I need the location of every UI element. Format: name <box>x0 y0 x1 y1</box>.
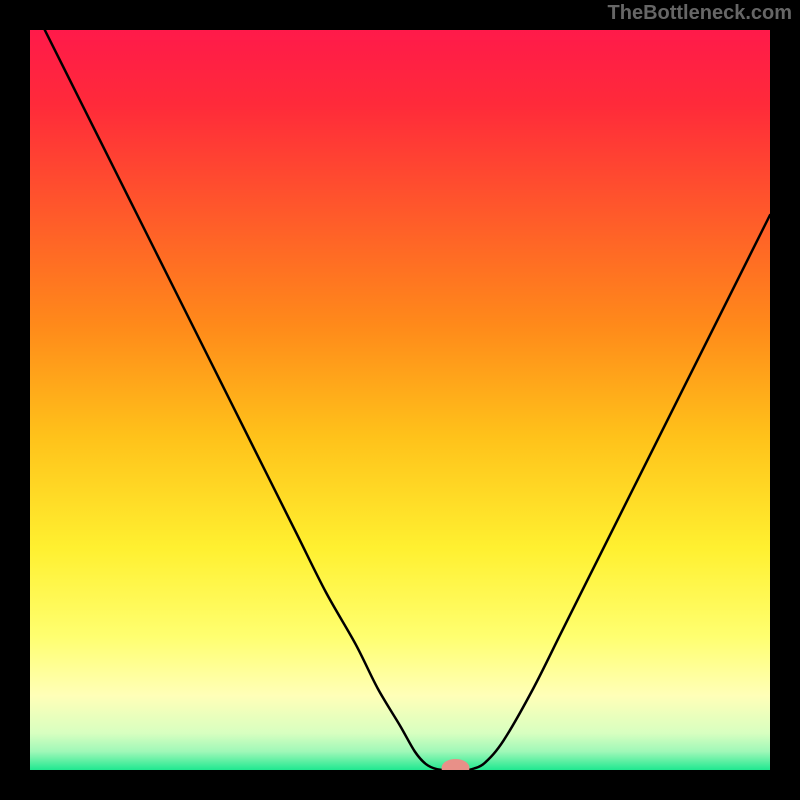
bottleneck-chart <box>0 0 800 800</box>
frame-border-bottom <box>0 770 800 800</box>
frame-border-right <box>770 0 800 800</box>
plot-background <box>30 30 770 770</box>
frame-border-left <box>0 0 30 800</box>
watermark-text: TheBottleneck.com <box>608 2 792 25</box>
chart-container: TheBottleneck.com <box>0 0 800 800</box>
